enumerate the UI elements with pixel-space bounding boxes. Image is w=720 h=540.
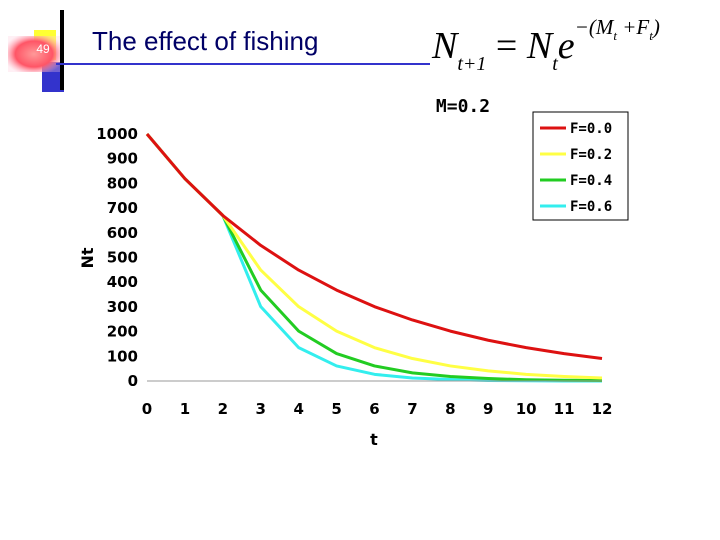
decor-horizontal-line [56, 63, 706, 65]
slide-number: 49 [36, 42, 50, 56]
decor-vertical-bar [60, 10, 64, 90]
x-tick-label-11: 11 [554, 400, 575, 418]
x-tick-label-5: 5 [331, 400, 341, 418]
legend: F=0.0 F=0.2 F=0.4 F=0.6 [532, 111, 629, 221]
y-tick-label-200: 200 [107, 323, 138, 341]
x-tick-label-9: 9 [483, 400, 493, 418]
x-axis-ticks: 0 1 2 3 4 5 6 7 8 9 10 11 12 [142, 400, 613, 418]
series-lines [145, 133, 603, 383]
formula-exp-close: ) [652, 15, 660, 39]
formula-exp-plus: +F [617, 15, 649, 39]
formula-base: e [558, 25, 575, 67]
x-tick-label-8: 8 [445, 400, 455, 418]
formula-lhs: N [431, 25, 460, 67]
legend-label-3: F=0.6 [570, 199, 612, 215]
y-tick-label-900: 900 [107, 150, 138, 168]
x-tick-label-1: 1 [180, 400, 190, 418]
formula-exp-sub2: t [649, 28, 653, 43]
series-line-0 [145, 133, 603, 361]
x-tick-label-0: 0 [142, 400, 152, 418]
chart-title: M=0.2 [436, 96, 490, 117]
slide-decoration [8, 10, 706, 92]
x-tick-label-10: 10 [516, 400, 537, 418]
formula-rhs: N [526, 25, 555, 67]
x-tick-label-4: 4 [293, 400, 303, 418]
decor-red-glow [8, 36, 60, 72]
legend-label-2: F=0.4 [570, 173, 612, 189]
formula-rhs-sub: t [552, 53, 558, 75]
x-tick-label-6: 6 [369, 400, 379, 418]
y-tick-label-0: 0 [128, 372, 138, 390]
legend-box [532, 111, 629, 221]
legend-label-0: F=0.0 [570, 121, 612, 137]
svg-text:Nt+1 = Nte−(Mt +Ft): Nt+1 = Nte−(Mt +Ft) [431, 15, 660, 75]
slide-title: The effect of fishing [92, 26, 319, 56]
y-axis-ticks: 0 100 200 300 400 500 600 700 800 900 1000 [96, 125, 138, 390]
legend-label-1: F=0.2 [570, 147, 612, 163]
x-tick-label-12: 12 [592, 400, 613, 418]
formula-exponent: −(M [575, 15, 615, 39]
x-tick-label-3: 3 [256, 400, 266, 418]
y-tick-label-1000: 1000 [96, 125, 138, 143]
x-axis-label: t [370, 430, 378, 449]
formula: Nt+1 = Nte−(Mt +Ft) [430, 8, 710, 80]
x-tick-label-7: 7 [407, 400, 417, 418]
formula-lhs-sub: t+1 [457, 53, 486, 75]
y-tick-label-700: 700 [107, 199, 138, 217]
y-tick-label-400: 400 [107, 273, 138, 291]
y-tick-label-800: 800 [107, 174, 138, 192]
y-tick-label-600: 600 [107, 224, 138, 242]
y-tick-label-300: 300 [107, 298, 138, 316]
formula-exp-sub1: t [613, 28, 617, 43]
y-tick-label-500: 500 [107, 249, 138, 267]
y-axis-label: Nt [78, 247, 97, 268]
x-tick-label-2: 2 [218, 400, 228, 418]
y-tick-label-100: 100 [107, 347, 138, 365]
